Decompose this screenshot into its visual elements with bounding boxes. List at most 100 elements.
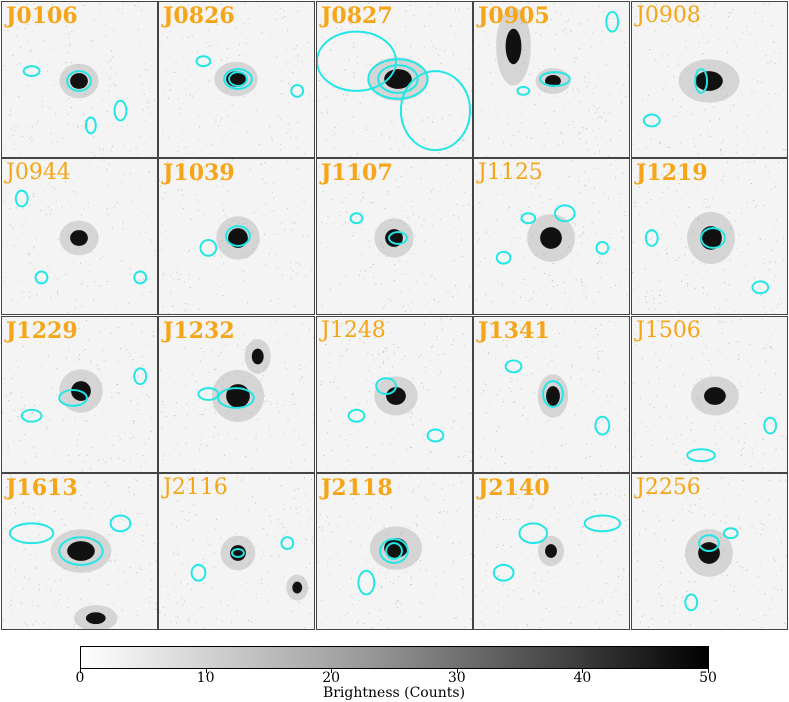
noise-speckle [143, 265, 145, 267]
noise-speckle [90, 468, 92, 470]
noise-speckle [339, 55, 341, 57]
noise-speckle [321, 551, 323, 553]
noise-speckle [16, 547, 18, 549]
noise-speckle [210, 202, 212, 204]
noise-speckle [152, 335, 154, 337]
noise-speckle [192, 539, 194, 541]
noise-speckle [400, 175, 402, 177]
radio-contour [190, 563, 207, 582]
noise-speckle [161, 381, 163, 383]
radio-contour [22, 65, 41, 78]
noise-speckle [544, 122, 546, 124]
noise-speckle [202, 271, 204, 273]
noise-speckle [266, 192, 268, 194]
noise-speckle [656, 285, 658, 287]
noise-speckle [176, 602, 178, 604]
noise-speckle [533, 499, 535, 501]
noise-speckle [2, 619, 4, 621]
noise-speckle [462, 334, 464, 336]
noise-speckle [686, 549, 688, 551]
noise-speckle [53, 190, 55, 192]
noise-speckle [113, 29, 115, 31]
noise-speckle [475, 233, 477, 235]
noise-speckle [554, 461, 556, 463]
noise-speckle [170, 620, 172, 622]
noise-speckle [652, 302, 654, 304]
noise-speckle [405, 273, 407, 275]
radio-contour [199, 238, 218, 257]
noise-speckle [598, 291, 600, 293]
noise-speckle [50, 133, 52, 135]
noise-speckle [100, 153, 102, 155]
noise-speckle [485, 606, 487, 608]
noise-speckle [527, 340, 529, 342]
noise-speckle [597, 474, 599, 476]
noise-speckle [586, 424, 588, 426]
noise-speckle [510, 498, 512, 500]
radio-contour [686, 448, 716, 463]
noise-speckle [309, 562, 311, 564]
noise-speckle [18, 126, 20, 128]
noise-speckle [595, 136, 597, 138]
noise-speckle [401, 62, 403, 64]
noise-speckle [105, 34, 107, 36]
noise-speckle [102, 99, 104, 101]
noise-speckle [336, 468, 338, 470]
noise-speckle [13, 410, 15, 411]
noise-speckle [586, 86, 588, 88]
noise-speckle [396, 179, 398, 181]
noise-speckle [65, 167, 67, 169]
noise-speckle [598, 167, 600, 169]
noise-speckle [654, 533, 656, 535]
noise-speckle [276, 116, 278, 118]
noise-speckle [399, 220, 401, 222]
noise-speckle [663, 567, 664, 569]
noise-speckle [81, 415, 83, 417]
noise-speckle [492, 38, 494, 40]
noise-speckle [578, 520, 580, 522]
noise-speckle [352, 215, 354, 217]
noise-speckle [553, 73, 555, 75]
noise-speckle [251, 496, 253, 498]
noise-speckle [614, 249, 616, 251]
noise-speckle [180, 385, 182, 387]
noise-speckle [561, 184, 563, 186]
noise-speckle [63, 487, 65, 489]
noise-speckle [361, 253, 363, 255]
noise-speckle [437, 100, 439, 102]
noise-speckle [520, 486, 522, 488]
noise-speckle [700, 378, 702, 380]
noise-speckle [526, 136, 528, 138]
noise-speckle [270, 322, 272, 324]
noise-speckle [389, 137, 391, 139]
noise-speckle [568, 124, 570, 126]
noise-speckle [582, 550, 584, 552]
noise-speckle [715, 443, 717, 445]
noise-speckle [137, 6, 139, 8]
noise-speckle [255, 28, 257, 30]
noise-speckle [455, 617, 457, 619]
noise-speckle [338, 29, 340, 31]
noise-speckle [764, 388, 766, 390]
noise-speckle [545, 608, 547, 610]
noise-speckle [21, 603, 23, 605]
noise-speckle [662, 53, 664, 55]
noise-speckle [479, 82, 481, 84]
noise-speckle [620, 317, 622, 319]
noise-speckle [194, 199, 196, 201]
noise-speckle [504, 462, 506, 464]
noise-speckle [509, 206, 511, 208]
noise-speckle [681, 596, 683, 598]
noise-speckle [346, 348, 348, 350]
noise-speckle [243, 53, 245, 55]
panel-image [474, 317, 629, 472]
noise-speckle [543, 64, 544, 66]
noise-speckle [753, 160, 755, 162]
noise-speckle [744, 265, 746, 267]
noise-speckle [531, 551, 533, 553]
noise-speckle [225, 275, 227, 277]
noise-speckle [35, 554, 37, 556]
noise-speckle [752, 199, 754, 201]
noise-speckle [271, 136, 273, 138]
noise-speckle [609, 522, 611, 524]
